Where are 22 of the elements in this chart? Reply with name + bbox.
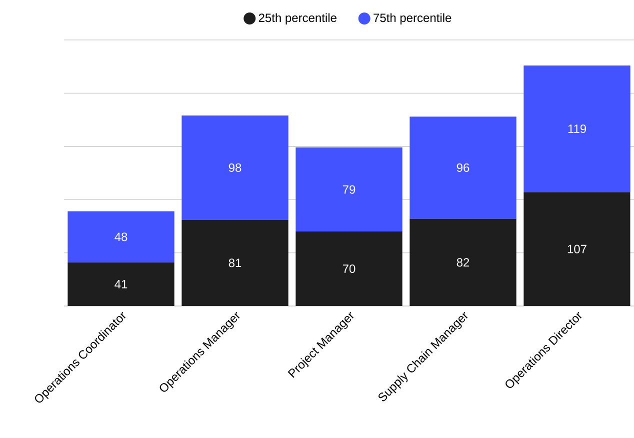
bar: [182, 220, 288, 306]
legend-label: 25th percentile: [258, 13, 336, 24]
bar: [182, 116, 288, 220]
bar: [410, 218, 516, 306]
bar: [524, 65, 630, 192]
data-label: 81: [228, 258, 242, 268]
data-label: 98: [228, 163, 242, 172]
data-label: 79: [342, 185, 356, 194]
data-label: 96: [456, 163, 470, 172]
bar: [296, 232, 402, 306]
bar: [524, 192, 630, 306]
data-label: 82: [456, 258, 470, 267]
bar: [410, 116, 516, 219]
bar: [68, 211, 174, 262]
data-label: 48: [114, 232, 128, 242]
bar: [296, 147, 402, 232]
legend-label: 75th percentile: [374, 13, 452, 24]
data-label: 107: [568, 244, 586, 254]
data-label: 70: [342, 264, 356, 273]
bar: [68, 262, 174, 306]
data-label: 119: [568, 124, 586, 134]
data-label: 41: [114, 280, 128, 288]
